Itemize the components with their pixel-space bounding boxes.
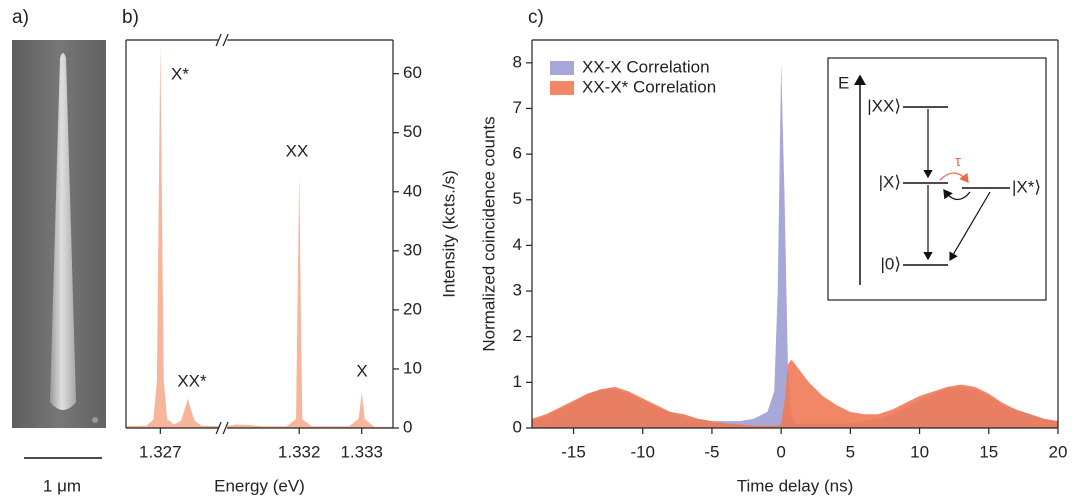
y-tick-label: 2: [513, 326, 522, 345]
break-gap: [219, 33, 228, 47]
level-label: |0⟩: [880, 254, 901, 273]
y-tick-label: 10: [403, 358, 422, 377]
x-tick-label: 20: [1049, 442, 1068, 461]
x-tick-label: 1.332: [278, 442, 321, 461]
level-diagram: [827, 57, 1047, 301]
legend-label: XX-X Correlation: [582, 57, 710, 76]
y-tick-label: 60: [403, 63, 422, 82]
x-axis-label: Time delay (ns): [737, 476, 854, 495]
x-axis-label: Energy (eV): [214, 476, 305, 495]
y-tick-label: 0: [513, 417, 522, 436]
y-tick-label: 40: [403, 181, 422, 200]
y-tick-label: 20: [403, 299, 422, 318]
y-axis-label: Normalized coincidence counts: [479, 116, 498, 351]
peak-label: XX: [286, 141, 309, 160]
x-tick-label: -5: [704, 442, 719, 461]
peak-label: X: [356, 361, 367, 380]
y-tick-label: 3: [513, 281, 522, 300]
y-axis-label: Intensity (kcts./s): [439, 170, 458, 298]
x-tick-label: 1.333: [340, 442, 383, 461]
spectrum-area: [126, 44, 393, 428]
panel-label: b): [122, 7, 139, 28]
level-label: |X⟩: [879, 172, 901, 191]
peak-label: X*: [171, 64, 189, 83]
x-tick-label: 10: [910, 442, 929, 461]
y-tick-label: 6: [513, 144, 522, 163]
y-tick-label: 5: [513, 189, 522, 208]
y-tick-label: 4: [513, 235, 522, 254]
legend-label: XX-X* Correlation: [582, 77, 716, 96]
level-label: |X*⟩: [1012, 177, 1041, 196]
legend-swatch: [550, 81, 574, 95]
x-tick-label: 1.327: [139, 442, 182, 461]
y-tick-label: 1: [513, 372, 522, 391]
series-area: [532, 359, 1058, 428]
panel-label: c): [528, 7, 544, 28]
axis-break: [215, 421, 222, 435]
rate-label: τ: [955, 153, 961, 170]
break-gap: [219, 421, 228, 435]
x-tick-label: -10: [630, 442, 655, 461]
y-tick-label: 50: [403, 122, 422, 141]
axis-break: [215, 33, 222, 47]
x-tick-label: 5: [846, 442, 855, 461]
panel-label: a): [12, 7, 29, 28]
x-tick-label: 15: [979, 442, 998, 461]
inset-axis-label: E: [838, 73, 849, 92]
y-tick-label: 7: [513, 98, 522, 117]
y-tick-label: 30: [403, 240, 422, 259]
y-tick-label: 0: [403, 417, 412, 436]
peak-label: XX*: [177, 371, 207, 390]
y-tick-label: 8: [513, 52, 522, 71]
x-tick-label: -15: [561, 442, 586, 461]
legend-swatch: [550, 61, 574, 75]
scale-label: 1 μm: [43, 476, 81, 495]
x-tick-label: 0: [776, 442, 785, 461]
axis-break: [222, 33, 229, 47]
sem-image: [12, 40, 106, 428]
axis-break: [222, 421, 229, 435]
level-label: |XX⟩: [867, 96, 901, 115]
